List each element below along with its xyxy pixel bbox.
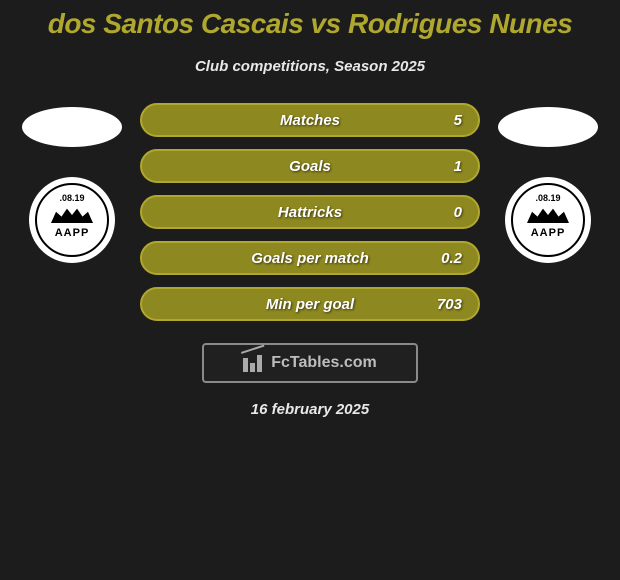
stat-row-hattricks: Hattricks 0	[140, 195, 480, 229]
right-column: .08.19 AAPP	[498, 103, 598, 263]
stat-label: Min per goal	[266, 296, 354, 313]
left-badge-inner: .08.19 AAPP	[35, 183, 109, 257]
main-row: .08.19 AAPP Matches 5 Goals 1 Hattricks …	[0, 103, 620, 321]
stat-value: 1	[454, 158, 462, 175]
comparison-card: dos Santos Cascais vs Rodrigues Nunes Cl…	[0, 0, 620, 418]
stat-value: 703	[437, 296, 462, 313]
left-team-badge: .08.19 AAPP	[29, 177, 115, 263]
stat-row-matches: Matches 5	[140, 103, 480, 137]
subtitle: Club competitions, Season 2025	[0, 58, 620, 75]
right-badge-main-text: AAPP	[531, 227, 566, 239]
barchart-icon	[243, 354, 265, 372]
page-title: dos Santos Cascais vs Rodrigues Nunes	[0, 8, 620, 40]
stat-label: Goals per match	[251, 250, 369, 267]
stat-value: 0.2	[441, 250, 462, 267]
left-badge-main-text: AAPP	[55, 227, 90, 239]
stat-row-goals: Goals 1	[140, 149, 480, 183]
left-badge-arc-text: .08.19	[59, 193, 84, 203]
right-team-badge: .08.19 AAPP	[505, 177, 591, 263]
stat-value: 5	[454, 112, 462, 129]
left-ellipse	[22, 107, 122, 147]
right-badge-bridge-icon	[527, 207, 569, 223]
stat-label: Matches	[280, 112, 340, 129]
stat-label: Goals	[289, 158, 331, 175]
watermark-text: FcTables.com	[271, 354, 377, 372]
stat-row-goals-per-match: Goals per match 0.2	[140, 241, 480, 275]
right-ellipse	[498, 107, 598, 147]
stat-row-min-per-goal: Min per goal 703	[140, 287, 480, 321]
stats-column: Matches 5 Goals 1 Hattricks 0 Goals per …	[140, 103, 480, 321]
right-badge-arc-text: .08.19	[535, 193, 560, 203]
left-badge-bridge-icon	[51, 207, 93, 223]
right-badge-inner: .08.19 AAPP	[511, 183, 585, 257]
date-label: 16 february 2025	[0, 401, 620, 418]
stat-value: 0	[454, 204, 462, 221]
stat-label: Hattricks	[278, 204, 342, 221]
left-column: .08.19 AAPP	[22, 103, 122, 263]
watermark[interactable]: FcTables.com	[202, 343, 418, 383]
